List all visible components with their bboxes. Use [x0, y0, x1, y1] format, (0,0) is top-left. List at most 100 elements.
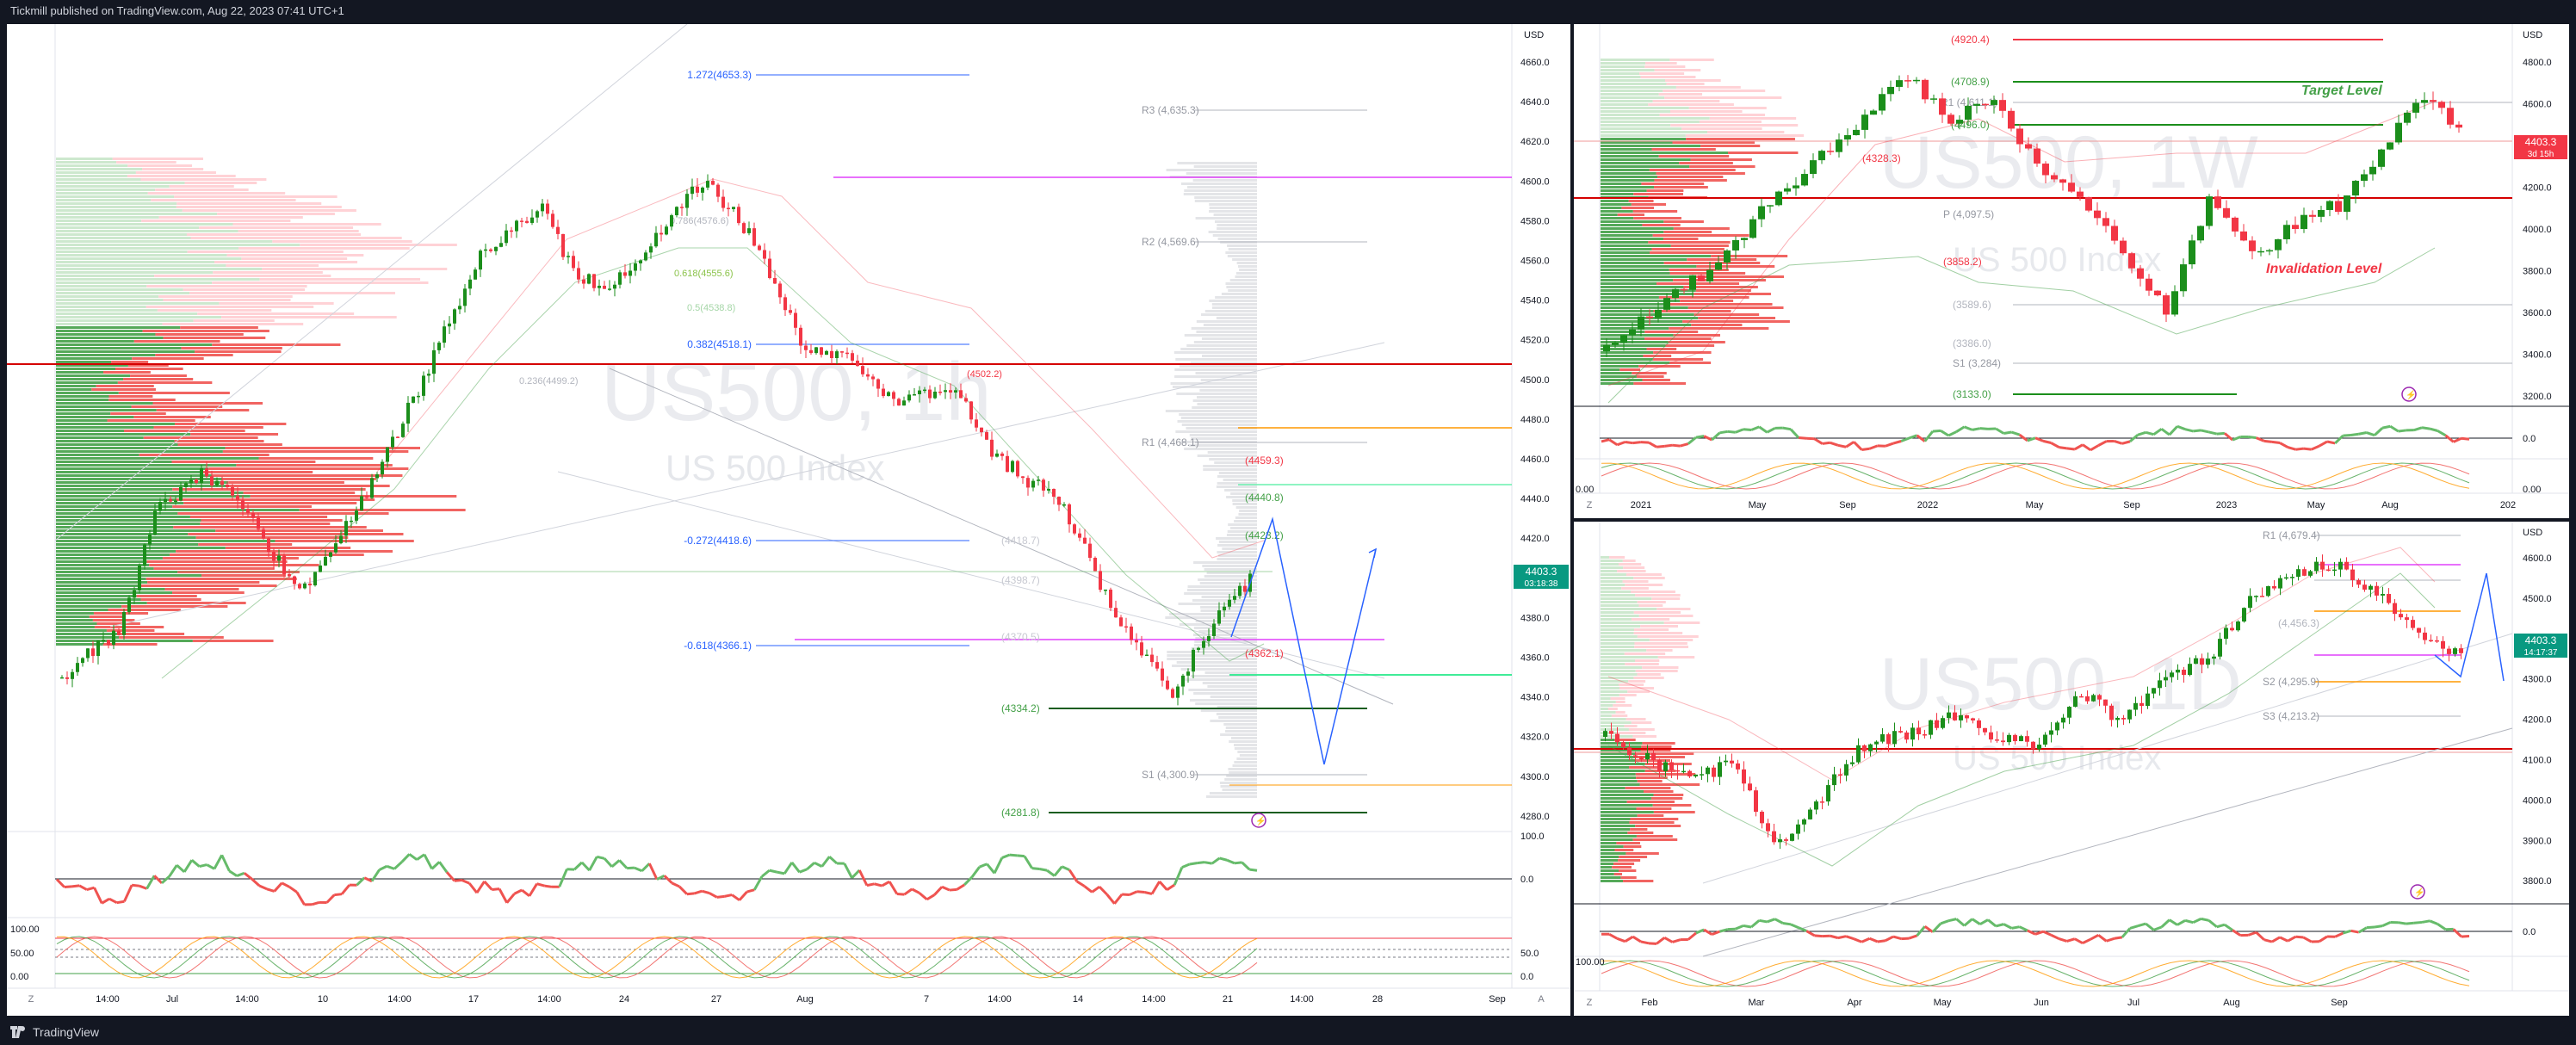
brand-name[interactable]: TradingView [33, 1025, 100, 1039]
volume-profile-bar [1175, 358, 1257, 361]
left-chart-panel[interactable]: US500, 1h US 500 Index 1.272(4653.3) 0.3… [7, 24, 1570, 1016]
candle-body [2314, 561, 2319, 572]
volume-profile-bar [1601, 649, 1647, 652]
volume-profile-bar [225, 547, 351, 549]
rsi-segment [2319, 935, 2328, 943]
candle-body [1135, 640, 1138, 643]
volume-profile-bar [1601, 327, 1669, 330]
volume-profile-bar [163, 337, 266, 339]
rsi-segment [1908, 934, 1918, 940]
volume-profile-bar [1601, 93, 1659, 96]
candle-body [892, 392, 895, 399]
candle-body [1657, 759, 1662, 771]
rsi-segment [1053, 865, 1063, 877]
volume-profile-bar [1694, 313, 1760, 316]
candle-body [866, 374, 870, 377]
candle-body [603, 285, 606, 289]
volume-profile-bar [56, 254, 227, 257]
volume-profile-bar [1637, 601, 1666, 603]
time-axis-tick: 202 [2500, 500, 2516, 510]
candle-body [65, 677, 69, 679]
candle-body [887, 392, 890, 397]
s1-label: S1 (4,300.9) [1142, 769, 1198, 781]
rsi-segment [2302, 936, 2313, 943]
volume-profile-bar [1195, 702, 1257, 705]
lightning-icon[interactable] [2410, 884, 2425, 900]
rsi-segment [1947, 918, 1957, 923]
volume-profile-bar [1649, 169, 1736, 171]
volume-profile-bar [1633, 217, 1681, 220]
candle-body [1853, 129, 1860, 136]
rsi-segment [1695, 435, 1705, 439]
candle-body [102, 640, 105, 641]
rsi-segment [1601, 438, 1610, 443]
price-axis-tick: 4480.0 [1520, 415, 1550, 425]
rsi-segment [1608, 932, 1619, 940]
right-bottom-chart-panel[interactable]: US500, 1D US 500 Index R1 (4,679.4) (4,4… [1574, 522, 2569, 1016]
candle-body [2051, 175, 2058, 180]
candle-body [2438, 102, 2445, 108]
volume-profile-bar [1181, 424, 1257, 426]
candle-body [1904, 732, 1909, 740]
candle-body [2296, 569, 2300, 578]
zoom-z-button[interactable]: Z [1587, 500, 1593, 510]
volume-profile-bar [56, 195, 175, 198]
rsi-segment [273, 881, 283, 893]
price-axis[interactable]: 4600.04500.04400.04300.04200.04100.04000… [2523, 553, 2552, 887]
candle-body [1870, 110, 1877, 115]
volume-profile-bar [1212, 234, 1257, 237]
candle-body [768, 258, 771, 279]
rsi-segment [2152, 428, 2163, 436]
rsi-segment [334, 893, 343, 897]
volume-profile-bar [243, 492, 356, 494]
lightning-icon[interactable] [1251, 813, 1266, 828]
rsi-segment [941, 885, 951, 892]
volume-profile-bar [1601, 728, 1629, 731]
left-chart-svg[interactable]: US500, 1h US 500 Index 1.272(4653.3) 0.3… [7, 24, 1570, 1016]
candle-body [897, 399, 901, 406]
volume-profile-bar [56, 426, 154, 429]
lightning-icon[interactable] [2401, 386, 2417, 402]
volume-profile-bar [1601, 632, 1634, 634]
right-bottom-chart-svg[interactable]: US500, 1D US 500 Index R1 (4,679.4) (4,4… [1574, 522, 2569, 1016]
volume-profile-bar [1202, 682, 1257, 684]
volume-profile-bar [1601, 690, 1628, 693]
zoom-z-button[interactable]: Z [1587, 998, 1593, 1008]
candle-body [1802, 819, 1806, 825]
tradingview-logo-icon[interactable] [10, 1026, 28, 1038]
rsi-segment [93, 887, 103, 904]
time-axis-tick: 14:00 [387, 994, 412, 1005]
time-axis[interactable]: 2021 May Sep 2022 May Sep 2023 May Aug 202 [1631, 500, 2516, 510]
time-axis[interactable]: 14:00 Jul 14:00 10 14:00 17 14:00 24 27 Aug 7 14:00… [96, 994, 1506, 1005]
rsi-segment [1703, 435, 1712, 442]
volume-profile-bar [1601, 207, 1622, 209]
rsi-segment [1750, 919, 1761, 929]
volume-profile-bar [1635, 670, 1678, 672]
rsi-segment [738, 891, 748, 901]
candle-body [2008, 110, 2015, 129]
price-axis-tick: 4200.0 [2523, 183, 2552, 194]
volume-profile-bar [226, 264, 319, 267]
price-axis[interactable]: 4800.04600.04400.04200.04000.03800.03600… [2523, 58, 2552, 402]
rsi-segment [1979, 427, 1989, 430]
volume-profile-bar [1194, 196, 1257, 199]
candle-body [1057, 497, 1061, 505]
volume-profile-bar [1601, 203, 1632, 206]
volume-profile-bar [1601, 296, 1659, 299]
volume-profile-bar [1601, 880, 1624, 882]
time-axis[interactable]: Feb Mar Apr May Jun Jul Aug Sep [1642, 998, 2348, 1008]
auto-scale-button[interactable]: A [1538, 994, 1545, 1005]
rsi-segment [806, 862, 815, 871]
volume-profile-bar [176, 202, 322, 205]
zoom-z-button[interactable]: Z [28, 994, 34, 1005]
volume-profile-bar [1195, 217, 1257, 220]
time-axis-tick: Jul [166, 994, 178, 1005]
stoch-line [1601, 960, 2470, 987]
right-top-chart-svg[interactable]: US500, 1W US 500 Index (4920.4) (4708.9)… [1574, 24, 2569, 518]
candle-body [2200, 658, 2204, 665]
right-top-chart-panel[interactable]: US500, 1W US 500 Index (4920.4) (4708.9)… [1574, 24, 2569, 518]
volume-profile-bar [89, 615, 125, 618]
rsi-segment [558, 869, 568, 887]
volume-profile-bar [1601, 628, 1634, 631]
candle-body [980, 427, 983, 433]
